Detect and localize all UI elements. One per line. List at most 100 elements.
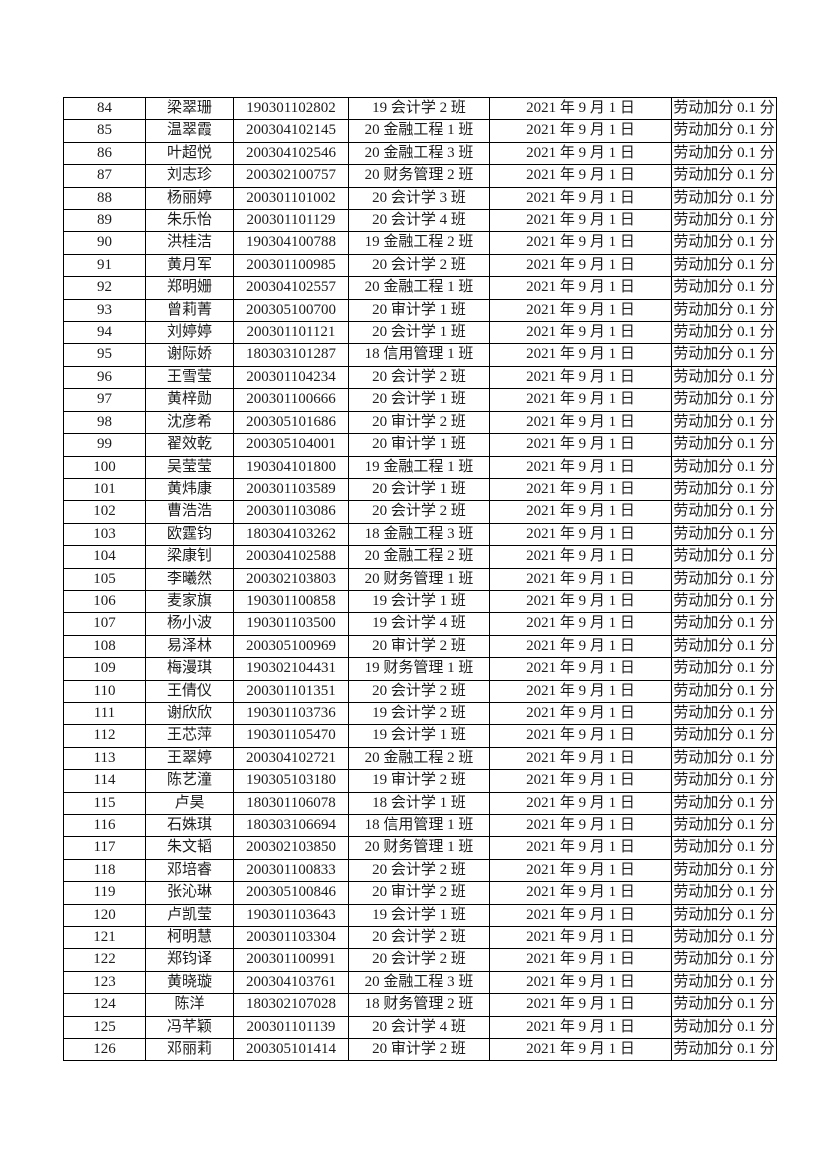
table-row: 84 梁翠珊 190301102802 19 会计学 2 班 2021 年 9 月 1 … — [63, 96, 777, 121]
cell-score-note: 劳动加分 0.1 分 — [671, 119, 777, 143]
cell-score-note: 劳动加分 0.1 分 — [671, 858, 777, 883]
table-row: 93 曾莉菁 200305100700 20 审计学 1 班 2021 年 9 月 1 … — [63, 298, 777, 323]
cell-class-name: 20 会计学 3 班 — [348, 186, 490, 211]
cell-student-name: 谢际娇 — [145, 343, 234, 367]
cell-date: 2021 年 9 月 1 日 — [489, 903, 672, 928]
cell-date: 2021 年 9 月 1 日 — [489, 724, 672, 748]
cell-student-name: 王芯萍 — [145, 724, 234, 748]
cell-row-number: 110 — [63, 679, 146, 703]
cell-score-note: 劳动加分 0.1 分 — [671, 545, 777, 569]
table-row: 102 曹浩浩 200301103086 20 会计学 2 班 2021 年 9 月 1… — [63, 500, 777, 524]
table-row: 118 邓培睿 200301100833 20 会计学 2 班 2021 年 9 月 1… — [63, 858, 777, 883]
cell-row-number: 102 — [63, 500, 146, 524]
cell-student-name: 黄梓勋 — [145, 388, 234, 412]
cell-score-note: 劳动加分 0.1 分 — [671, 433, 777, 457]
cell-class-name: 20 财务管理 1 班 — [348, 836, 490, 860]
cell-row-number: 109 — [63, 657, 146, 681]
cell-score-note: 劳动加分 0.1 分 — [671, 343, 777, 367]
cell-score-note: 劳动加分 0.1 分 — [671, 746, 777, 771]
cell-student-id: 200304103761 — [233, 970, 349, 995]
cell-student-name: 温翠霞 — [145, 119, 234, 143]
cell-score-note: 劳动加分 0.1 分 — [671, 1015, 777, 1040]
cell-class-name: 20 审计学 2 班 — [348, 634, 490, 659]
cell-row-number: 117 — [63, 836, 146, 860]
cell-date: 2021 年 9 月 1 日 — [489, 500, 672, 524]
cell-row-number: 116 — [63, 813, 146, 838]
cell-student-name: 郑明姗 — [145, 276, 234, 300]
cell-student-name: 冯芊颖 — [145, 1015, 234, 1040]
cell-date: 2021 年 9 月 1 日 — [489, 141, 672, 166]
cell-student-id: 200301101139 — [233, 1015, 349, 1040]
cell-score-note: 劳动加分 0.1 分 — [671, 612, 777, 636]
cell-score-note: 劳动加分 0.1 分 — [671, 209, 777, 233]
cell-student-name: 曾莉菁 — [145, 298, 234, 323]
cell-row-number: 120 — [63, 903, 146, 928]
cell-class-name: 18 金融工程 3 班 — [348, 522, 490, 547]
cell-date: 2021 年 9 月 1 日 — [489, 589, 672, 614]
table-row: 116 石姝琪 180303106694 18 信用管理 1 班 2021 年 9 月 … — [63, 813, 777, 838]
cell-row-number: 118 — [63, 858, 146, 883]
cell-student-name: 麦家旗 — [145, 589, 234, 614]
cell-class-name: 19 会计学 4 班 — [348, 612, 490, 636]
cell-score-note: 劳动加分 0.1 分 — [671, 881, 777, 905]
cell-student-name: 杨小波 — [145, 612, 234, 636]
cell-student-id: 200302103850 — [233, 836, 349, 860]
cell-student-id: 200305100969 — [233, 634, 349, 659]
cell-row-number: 125 — [63, 1015, 146, 1040]
cell-student-id: 190301100858 — [233, 589, 349, 614]
cell-student-id: 180303101287 — [233, 343, 349, 367]
cell-row-number: 123 — [63, 970, 146, 995]
cell-date: 2021 年 9 月 1 日 — [489, 657, 672, 681]
cell-class-name: 18 信用管理 1 班 — [348, 813, 490, 838]
cell-date: 2021 年 9 月 1 日 — [489, 164, 672, 188]
table-row: 87 刘志珍 200302100757 20 财务管理 2 班 2021 年 9 月 1… — [63, 164, 777, 188]
table-row: 126 邓丽莉 200305101414 20 审计学 2 班 2021 年 9 月 1… — [63, 1038, 777, 1062]
cell-student-name: 黄月军 — [145, 253, 234, 278]
cell-date: 2021 年 9 月 1 日 — [489, 926, 672, 950]
table-row: 104 梁康钊 200304102588 20 金融工程 2 班 2021 年 9 月 … — [63, 545, 777, 569]
cell-date: 2021 年 9 月 1 日 — [489, 455, 672, 479]
table-row: 122 郑钧译 200301100991 20 会计学 2 班 2021 年 9 月 1… — [63, 948, 777, 972]
cell-date: 2021 年 9 月 1 日 — [489, 993, 672, 1017]
cell-student-id: 200301101129 — [233, 209, 349, 233]
cell-date: 2021 年 9 月 1 日 — [489, 612, 672, 636]
cell-student-name: 黄炜康 — [145, 477, 234, 502]
cell-class-name: 19 会计学 2 班 — [348, 701, 490, 726]
cell-row-number: 100 — [63, 455, 146, 479]
cell-student-name: 梁康钊 — [145, 545, 234, 569]
cell-class-name: 20 会计学 2 班 — [348, 365, 490, 390]
cell-row-number: 91 — [63, 253, 146, 278]
cell-student-id: 200301100985 — [233, 253, 349, 278]
cell-class-name: 18 财务管理 2 班 — [348, 993, 490, 1017]
cell-date: 2021 年 9 月 1 日 — [489, 948, 672, 972]
cell-date: 2021 年 9 月 1 日 — [489, 119, 672, 143]
cell-student-id: 200304102557 — [233, 276, 349, 300]
cell-score-note: 劳动加分 0.1 分 — [671, 455, 777, 479]
roster-table-body: 84 梁翠珊 190301102802 19 会计学 2 班 2021 年 9 月 1 … — [63, 96, 777, 1062]
cell-class-name: 20 会计学 2 班 — [348, 679, 490, 703]
cell-score-note: 劳动加分 0.1 分 — [671, 500, 777, 524]
cell-row-number: 114 — [63, 769, 146, 793]
table-row: 88 杨丽婷 200301101002 20 会计学 3 班 2021 年 9 月 1 … — [63, 186, 777, 211]
cell-score-note: 劳动加分 0.1 分 — [671, 970, 777, 995]
cell-row-number: 85 — [63, 119, 146, 143]
cell-score-note: 劳动加分 0.1 分 — [671, 141, 777, 166]
cell-student-id: 200301100666 — [233, 388, 349, 412]
cell-class-name: 20 审计学 2 班 — [348, 410, 490, 435]
cell-student-id: 200301101121 — [233, 321, 349, 345]
cell-score-note: 劳动加分 0.1 分 — [671, 926, 777, 950]
cell-student-id: 180301106078 — [233, 791, 349, 816]
cell-date: 2021 年 9 月 1 日 — [489, 769, 672, 793]
cell-class-name: 20 财务管理 2 班 — [348, 164, 490, 188]
table-row: 97 黄梓勋 200301100666 20 会计学 1 班 2021 年 9 月 1 … — [63, 388, 777, 412]
cell-row-number: 112 — [63, 724, 146, 748]
cell-score-note: 劳动加分 0.1 分 — [671, 231, 777, 255]
cell-student-id: 200304102588 — [233, 545, 349, 569]
table-row: 119 张沁琳 200305100846 20 审计学 2 班 2021 年 9 月 1… — [63, 881, 777, 905]
cell-date: 2021 年 9 月 1 日 — [489, 746, 672, 771]
cell-row-number: 96 — [63, 365, 146, 390]
cell-class-name: 20 财务管理 1 班 — [348, 567, 490, 591]
cell-student-id: 200301101002 — [233, 186, 349, 211]
cell-row-number: 98 — [63, 410, 146, 435]
cell-date: 2021 年 9 月 1 日 — [489, 1015, 672, 1040]
